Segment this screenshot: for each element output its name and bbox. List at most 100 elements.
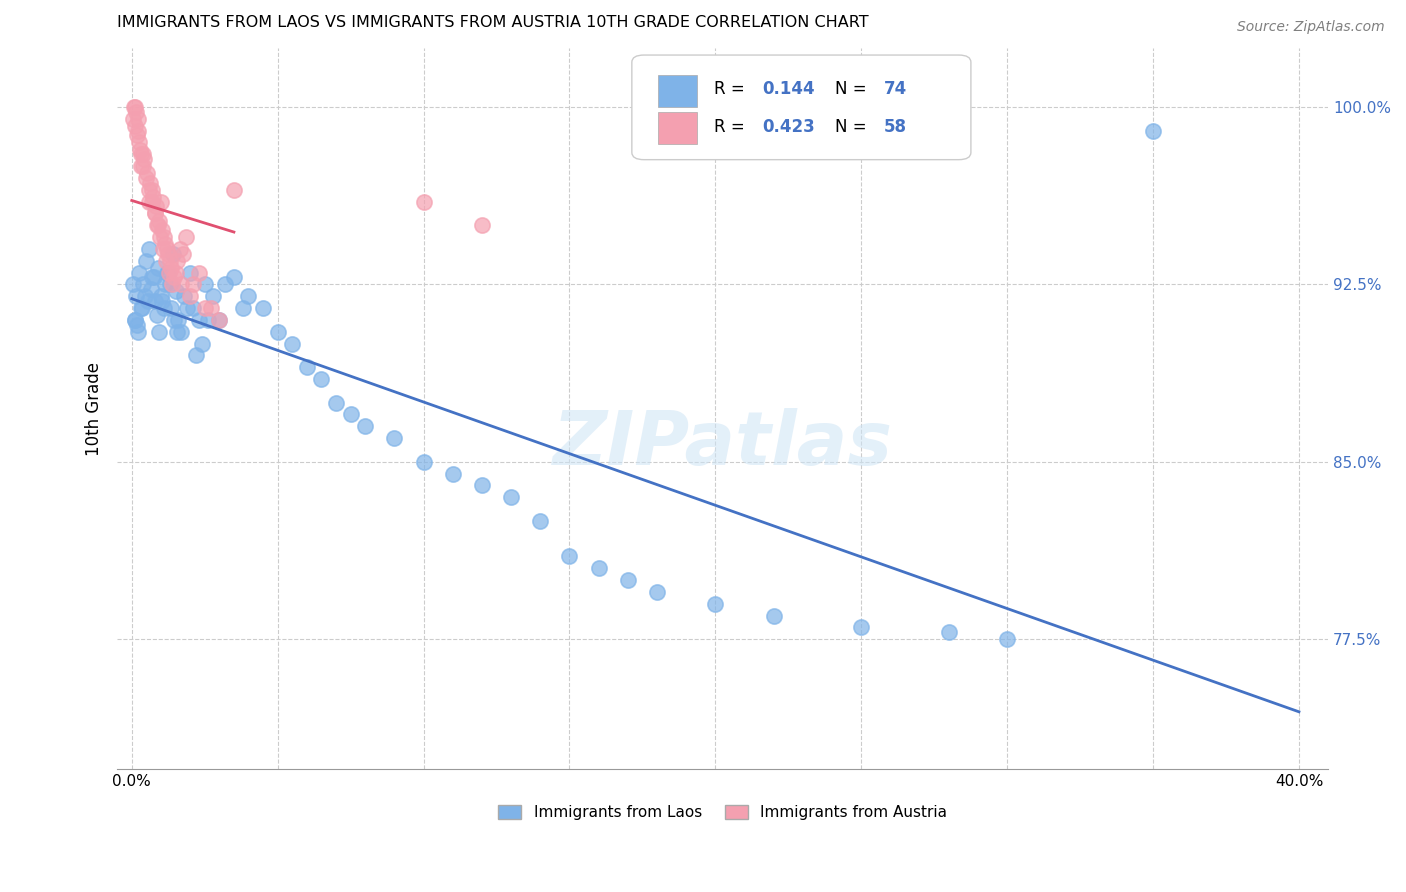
Point [142, 190, 165, 204]
Point [165, 285, 187, 299]
Point [139, 282, 162, 296]
Legend: Immigrants from Laos, Immigrants from Austria: Immigrants from Laos, Immigrants from Au… [492, 799, 953, 827]
Point [179, 266, 201, 280]
Point [222, 183, 245, 197]
Point [132, 159, 155, 173]
Point [194, 277, 217, 292]
Point [172, 246, 194, 260]
Point [125, 289, 148, 303]
Point [135, 253, 157, 268]
Point [127, 112, 149, 126]
Point [174, 230, 197, 244]
Point [124, 313, 146, 327]
Text: Source: ZipAtlas.com: Source: ZipAtlas.com [1237, 20, 1385, 34]
Point [266, 325, 288, 339]
Point [129, 147, 152, 161]
Point [170, 325, 193, 339]
Text: 0.423: 0.423 [762, 119, 815, 136]
Point [160, 301, 183, 315]
Point [138, 242, 160, 256]
Point [160, 277, 183, 292]
Point [143, 206, 166, 220]
Text: N =: N = [835, 119, 872, 136]
Point [704, 597, 727, 611]
Point [139, 176, 162, 190]
Text: N =: N = [835, 80, 872, 98]
Point [181, 277, 204, 292]
Point [145, 308, 167, 322]
Point [124, 119, 146, 133]
Point [155, 237, 177, 252]
Point [149, 230, 172, 244]
Point [146, 219, 169, 233]
Point [136, 166, 159, 180]
Point [135, 170, 157, 185]
FancyBboxPatch shape [658, 75, 697, 107]
Text: 58: 58 [884, 119, 907, 136]
Point [166, 253, 188, 268]
Point [152, 293, 174, 308]
Point [501, 490, 523, 504]
Point [145, 199, 167, 213]
Point [232, 301, 254, 315]
Point [128, 266, 150, 280]
Point [129, 159, 152, 173]
Text: R =: R = [714, 80, 751, 98]
Point [558, 549, 581, 564]
Point [176, 301, 198, 315]
FancyBboxPatch shape [631, 55, 972, 160]
Point [160, 260, 183, 275]
Point [617, 573, 640, 587]
Point [194, 301, 217, 315]
Point [156, 242, 179, 256]
Point [149, 194, 172, 209]
Point [143, 206, 166, 220]
Point [170, 277, 193, 292]
Point [339, 408, 361, 422]
Point [125, 318, 148, 332]
Point [129, 143, 152, 157]
Point [179, 289, 201, 303]
Point [173, 289, 195, 303]
Point [142, 270, 165, 285]
Point [122, 277, 145, 292]
Point [311, 372, 333, 386]
Point [122, 100, 145, 114]
Point [146, 219, 169, 233]
Point [143, 293, 166, 308]
Y-axis label: 10th Grade: 10th Grade [86, 361, 103, 456]
Point [141, 194, 163, 209]
Point [124, 313, 146, 327]
Point [202, 289, 225, 303]
Point [187, 266, 209, 280]
Point [191, 336, 214, 351]
Point [128, 136, 150, 150]
FancyBboxPatch shape [658, 112, 697, 144]
Point [529, 514, 551, 528]
Point [159, 253, 181, 268]
Point [471, 219, 494, 233]
Point [208, 313, 231, 327]
Point [412, 194, 434, 209]
Point [125, 104, 148, 119]
Point [146, 260, 169, 275]
Point [153, 230, 176, 244]
Point [122, 112, 145, 126]
Point [200, 301, 222, 315]
Point [138, 194, 160, 209]
Text: 0.144: 0.144 [762, 80, 815, 98]
Point [155, 277, 177, 292]
Point [252, 301, 274, 315]
Text: R =: R = [714, 119, 751, 136]
Point [214, 277, 236, 292]
Point [124, 100, 146, 114]
Point [127, 123, 149, 137]
Point [141, 270, 163, 285]
Point [471, 478, 494, 492]
Point [187, 313, 209, 327]
Point [156, 266, 179, 280]
Point [162, 246, 184, 260]
Point [148, 325, 170, 339]
Point [163, 313, 186, 327]
Point [165, 266, 187, 280]
